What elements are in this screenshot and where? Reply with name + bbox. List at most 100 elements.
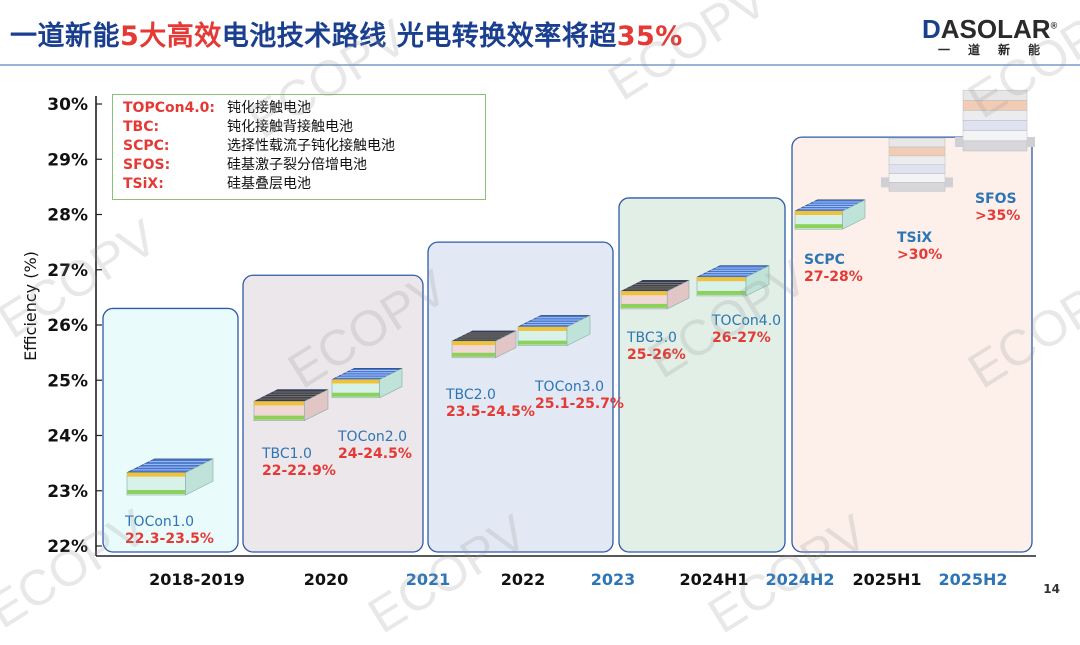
tech-name-label: TBC2.0: [445, 387, 496, 403]
cell-layer-yellow: [518, 326, 567, 331]
title-highlight-1: 5大高效: [120, 21, 222, 52]
solar-cell-icon: [794, 199, 866, 230]
cell-layer-yellow: [127, 472, 186, 477]
tech-efficiency-label: 26-27%: [712, 330, 771, 346]
tech-efficiency-label: 25.1-25.7%: [535, 396, 624, 412]
x-tick-label: 2023: [591, 570, 636, 589]
cell-layer-yellow: [621, 291, 668, 296]
legend-desc: 钝化接触电池: [227, 100, 311, 116]
legend-key: TOPCon4.0:: [123, 100, 215, 116]
cell-side-face: [379, 367, 403, 399]
stack-layer: [888, 137, 946, 148]
solar-cell-icon: [253, 389, 329, 422]
solar-cell-icon: [451, 330, 517, 359]
legend-item: TBC: 钝化接触背接触电池: [123, 118, 353, 136]
y-axis-label: Efficiency (%): [21, 251, 40, 361]
tech-efficiency-label: 25-26%: [627, 347, 686, 363]
legend-key: TBC:: [123, 119, 160, 135]
stack-layer: [962, 130, 1028, 142]
legend-key: SCPC:: [123, 138, 170, 154]
stack-layer: [888, 173, 946, 183]
stack-layer: [888, 155, 946, 166]
stack-tab: [881, 177, 889, 188]
x-tick-label: 2025H1: [852, 570, 921, 589]
y-tick-label: 27%: [47, 261, 88, 281]
logo-brand: DASOLAR®: [922, 14, 1062, 45]
y-tick-label: 29%: [47, 150, 88, 170]
x-tick-label: 2018-2019: [149, 570, 245, 589]
stack-layer: [962, 140, 1028, 152]
tech-efficiency-label: >35%: [975, 208, 1020, 224]
axes: 22% 23% 24% 25% 26% 27% 28% 29% 30% Efficiency (%…: [21, 95, 1036, 589]
legend-box: TOPCon4.0: 钝化接触电池 TBC: 钝化接触背接触电池 SCPC: 选择性载流子…: [112, 94, 486, 200]
cell-layer-yellow: [332, 379, 380, 384]
technology-labels: TOCon1.022.3-23.5% TBC1.022-22.9% TOCon2.0…: [124, 191, 1020, 547]
tech-name-label: TOCon4.0: [711, 313, 781, 329]
page-title: 一道新能5大高效电池技术路线 光电转换效率将超35%: [10, 14, 683, 53]
cell-layer-green: [332, 392, 380, 397]
cell-illustrations: [126, 89, 1035, 496]
stack-tab: [1027, 136, 1035, 147]
x-tick-label: 2020: [304, 570, 349, 589]
cell-side-face: [185, 458, 214, 496]
solar-cell-icon: [517, 314, 591, 347]
y-tick-label: 28%: [47, 206, 88, 226]
x-tick-label: 2024H2: [765, 570, 834, 589]
tandem-cell-icon: [955, 89, 1035, 152]
logo-subtitle: 一道新能: [937, 43, 1058, 57]
tech-efficiency-label: >30%: [897, 247, 942, 263]
title-highlight-2: 35%: [616, 21, 683, 52]
tech-name-label: SFOS: [975, 191, 1017, 207]
cell-layer-green: [518, 340, 567, 345]
legend-item: TSiX: 硅基叠层电池: [123, 175, 311, 193]
title-divider: [0, 64, 1080, 66]
legend-item: TOPCon4.0: 钝化接触电池: [123, 99, 311, 117]
cell-layer-green: [795, 224, 843, 229]
stack-layer: [962, 120, 1028, 131]
solar-cell-icon: [331, 367, 403, 399]
cell-layer-green: [621, 303, 668, 308]
legend-desc: 钝化接触背接触电池: [227, 119, 353, 135]
cell-side-face: [842, 199, 866, 230]
legend-desc: 硅基叠层电池: [227, 176, 311, 192]
cell-side-face: [495, 330, 517, 359]
solar-cell-icon: [126, 458, 214, 496]
cell-layer-green: [254, 415, 305, 420]
cell-side-face: [566, 314, 591, 347]
x-tick-label: 2022: [501, 570, 546, 589]
y-tick-label: 24%: [47, 427, 88, 447]
stack-tab: [955, 136, 963, 147]
stage-box: [242, 274, 424, 553]
tech-name-label: TBC3.0: [626, 330, 677, 346]
tech-name-label: TOCon3.0: [534, 379, 604, 395]
tech-efficiency-label: 22-22.9%: [262, 463, 336, 479]
y-tick-label: 25%: [47, 371, 88, 391]
cell-layer-green: [697, 290, 746, 295]
y-tick-label: 22%: [47, 537, 88, 557]
stack-tab: [945, 177, 953, 188]
page-number: 14: [1043, 582, 1060, 596]
cell-layer-yellow: [795, 211, 843, 215]
y-tick-label: 30%: [47, 95, 88, 115]
solar-cell-icon: [620, 279, 690, 310]
x-tick-label: 2021: [406, 570, 451, 589]
cell-layer-green: [127, 489, 186, 494]
legend-desc: 硅基激子裂分倍增电池: [227, 157, 367, 173]
legend-key: TSiX:: [123, 176, 164, 192]
y-tick-label: 26%: [47, 316, 88, 336]
cell-side-face: [304, 389, 329, 422]
stack-layer: [888, 164, 946, 174]
x-tick-label: 2024H1: [679, 570, 748, 589]
solar-cell-icon: [696, 265, 770, 297]
tech-efficiency-label: 22.3-23.5%: [125, 531, 214, 547]
stack-layer: [962, 110, 1028, 121]
tandem-cell-icon: [881, 137, 953, 192]
cell-layer-green: [452, 352, 496, 357]
cell-layer-yellow: [254, 401, 305, 406]
tech-efficiency-label: 23.5-24.5%: [446, 404, 535, 420]
stack-layer: [888, 146, 946, 157]
tech-name-label: TSiX: [897, 230, 932, 246]
legend-key: SFOS:: [123, 157, 171, 173]
tech-name-label: TBC1.0: [261, 446, 312, 462]
title-part2: 电池技术路线 光电转换效率将超: [221, 21, 617, 52]
